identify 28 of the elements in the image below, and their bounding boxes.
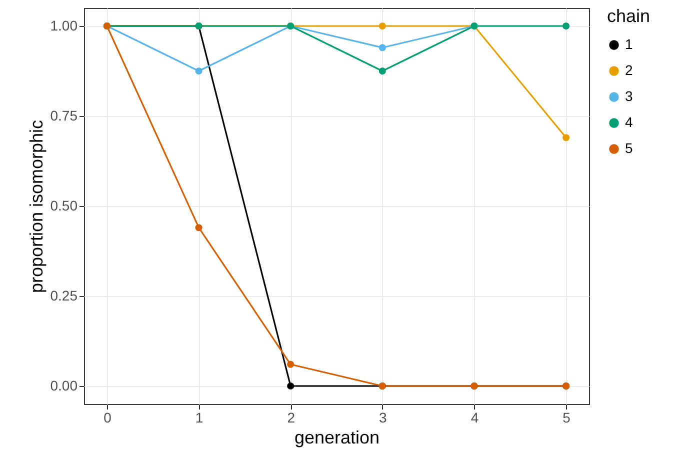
x-tick-label: 5 (562, 410, 571, 426)
legend-label: 5 (625, 140, 633, 156)
legend-label: 4 (625, 114, 633, 130)
x-tick-label: 3 (379, 410, 388, 426)
y-tick-label: 0.50 (50, 198, 78, 214)
x-tick-label: 4 (470, 410, 479, 426)
y-tick-label: 1.00 (50, 18, 78, 34)
y-axis-title: proportion isomorphic (26, 120, 46, 294)
point (562, 134, 570, 142)
point (195, 67, 202, 75)
point (195, 224, 202, 232)
point (287, 360, 294, 368)
point (378, 67, 386, 75)
point (378, 22, 386, 30)
x-tick-label: 0 (104, 410, 112, 426)
legend-label: 1 (625, 36, 633, 52)
point (562, 22, 570, 30)
x-axis-title: generation (294, 428, 380, 448)
y-tick-label: 0.75 (50, 108, 78, 124)
x-tick-label: 2 (287, 410, 296, 426)
legend-title: chain (607, 6, 650, 26)
y-tick-label: 0.00 (50, 378, 78, 394)
x-tick-label: 1 (195, 410, 204, 426)
point (378, 44, 386, 52)
point (287, 382, 294, 390)
legend-label: 2 (625, 62, 633, 78)
y-tick-label: 0.25 (50, 288, 78, 304)
legend-label: 3 (625, 88, 633, 104)
